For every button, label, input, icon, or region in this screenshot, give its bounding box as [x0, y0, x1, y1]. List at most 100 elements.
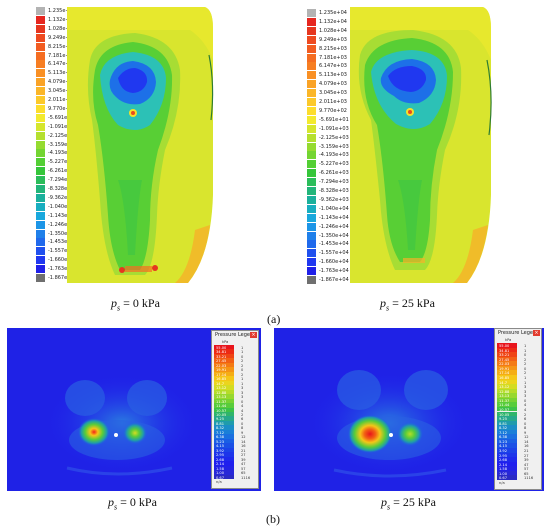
pressure-legend-swatch [214, 380, 234, 386]
top-right-contour-legend: 1.235e+04 1.132e+04 1.028e+04 9.249e+03 8.21… [307, 9, 367, 289]
pressure-legend-value: 27.45 [499, 357, 510, 362]
pressure-legend-value: 13.12 [216, 386, 227, 391]
caption-bottom-left: ps = 0 kPa [108, 495, 157, 512]
legend-value: -1.091e+03 [319, 125, 349, 132]
top-left-panel: 1.235e+04 1.132e+04 1.028e+04 9.249e+03 8.21… [0, 0, 275, 290]
pressure-legend-value: 13.13 [499, 394, 510, 399]
pressure-legend-swatch [497, 452, 517, 458]
pressure-legend-count: 57 [241, 466, 246, 471]
bottom-left-pressure-legend: Pressure Legend × kPa 55.00 1 34.81 1 33.21 0 2… [211, 330, 259, 489]
legend-swatch [307, 195, 316, 204]
pressure-legend-count: 2 [524, 412, 527, 417]
pressure-legend-count: 1 [524, 348, 527, 353]
pressure-legend-footer: n/a [499, 481, 505, 485]
close-icon[interactable]: × [533, 330, 540, 336]
pressure-legend-value: 19.91 [499, 366, 510, 371]
pressure-legend-value: 8.81 [216, 421, 225, 426]
pressure-legend-value: 55.00 [499, 344, 510, 348]
pressure-legend-count: 12 [524, 435, 529, 440]
pressure-legend-swatch [497, 361, 517, 366]
legend-value: 1.028e+04 [48, 25, 76, 32]
pressure-legend-swatch [497, 388, 517, 394]
pressure-legend-swatch [497, 352, 517, 357]
pressure-legend-swatch [214, 416, 234, 421]
legend-value: 7.181e+03 [319, 54, 347, 61]
pressure-legend-swatch [497, 443, 517, 449]
legend-value: -6.261e+03 [319, 170, 349, 177]
pressure-legend-count: 3 [524, 389, 527, 394]
pressure-legend-count: 1116 [241, 475, 251, 480]
legend-value: -1.091e+03 [48, 123, 78, 130]
pressure-legend-count: 6 [241, 417, 244, 422]
pressure-legend-value: 16.85 [216, 377, 227, 382]
pressure-legend-value: 2.68 [499, 458, 508, 463]
legend-swatch [307, 169, 316, 178]
legend-swatch [36, 193, 45, 202]
pressure-legend-count: 21 [241, 448, 246, 453]
pressure-legend-count: 12 [241, 435, 246, 440]
legend-value: 9.249e+03 [48, 34, 76, 41]
pressure-legend-count: 14 [241, 439, 246, 444]
pressure-legend-count: 9 [241, 430, 244, 435]
legend-value: -5.691e+01 [319, 116, 349, 123]
pressure-legend-count: 14 [524, 439, 529, 444]
legend-swatch [307, 26, 316, 35]
pressure-legend-count: 27 [524, 453, 529, 458]
pressure-legend-count: 3 [524, 385, 527, 390]
bottom-right-panel: Pressure Legend × kPa 55.00 1 34.81 1 33.21 0 2… [274, 328, 544, 491]
figure-label-b: (b) [266, 512, 280, 526]
pressure-legend-count: 2 [524, 362, 527, 367]
pressure-legend-swatch [214, 376, 234, 381]
pressure-legend-value: 1.58 [216, 466, 225, 471]
pressure-legend-value: 55.00 [216, 346, 227, 350]
pressure-legend-value: 2.95 [216, 453, 225, 458]
legend-value: 4.079e+03 [319, 81, 347, 88]
pressure-legend-value: 12.88 [216, 390, 227, 395]
legend-value: 6.147e+03 [319, 63, 347, 70]
legend-swatch [307, 231, 316, 240]
legend-value: -1.246e+04 [48, 221, 78, 228]
legend-swatch [36, 96, 45, 104]
legend-swatch [307, 80, 316, 89]
pressure-legend-swatch [214, 358, 234, 363]
legend-value: 9.770e+02 [319, 107, 347, 114]
pressure-legend-value: 19.91 [216, 368, 227, 373]
pressure-legend-count: 1 [241, 381, 244, 386]
pressure-legend-swatch [497, 356, 517, 362]
legend-swatch [36, 238, 45, 247]
pressure-legend-count: 1 [241, 346, 244, 350]
caption-top-left: ps = 0 kPa [111, 296, 160, 313]
pressure-legend-count: 3 [241, 386, 244, 391]
pressure-legend-count: 1 [524, 375, 527, 380]
legend-value: -1.453e+04 [319, 241, 349, 248]
pressure-legend-value: 16.85 [499, 375, 510, 380]
pressure-legend-swatch [214, 452, 234, 457]
legend-value: -6.261e+03 [48, 168, 78, 175]
pressure-legend-swatch [214, 429, 234, 435]
pressure-legend-swatch [497, 411, 517, 417]
legend-value: 9.249e+03 [319, 36, 347, 43]
legend-value: -8.328e+03 [319, 188, 349, 194]
top-left-contour-plot [67, 7, 214, 283]
pressure-legend-title: Pressure Legend [215, 332, 257, 338]
legend-value: 1.235e+04 [48, 8, 76, 14]
close-icon[interactable]: × [250, 332, 257, 338]
legend-swatch [36, 33, 45, 42]
pressure-legend-value: 7.12 [499, 430, 508, 435]
pressure-legend-value: 8.81 [499, 421, 508, 426]
legend-value: -1.867e+04 [319, 277, 349, 283]
pressure-legend-value: 2.68 [216, 457, 225, 462]
legend-swatch [307, 53, 316, 62]
legend-swatch [36, 15, 45, 24]
pressure-legend-count: 16 [241, 444, 246, 449]
pressure-legend-swatch [214, 447, 234, 453]
pressure-legend-value: 5.23 [216, 439, 225, 444]
pressure-legend-count: 4 [524, 403, 527, 408]
legend-value: 5.113e+03 [319, 72, 347, 79]
legend-swatch [36, 51, 45, 60]
pressure-legend-swatch [497, 347, 517, 353]
legend-swatch [307, 276, 316, 284]
legend-swatch [36, 113, 45, 122]
pressure-legend-value: 17.14 [499, 371, 510, 376]
pressure-legend-swatch [214, 353, 234, 359]
